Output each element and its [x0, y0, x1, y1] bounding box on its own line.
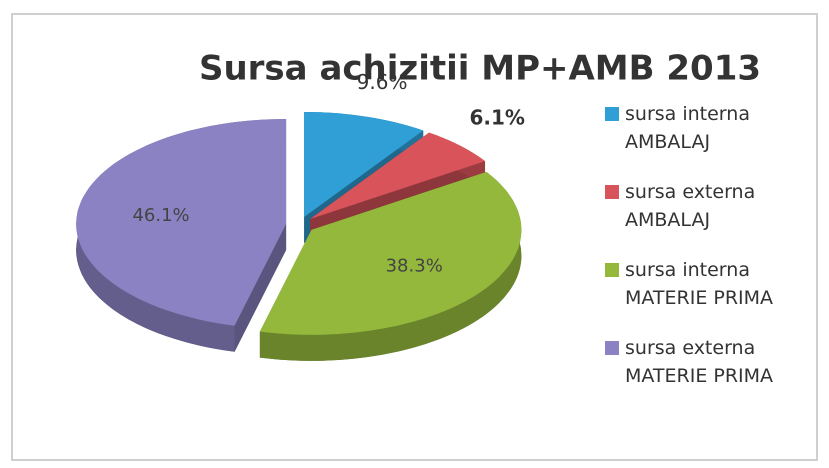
- chart-title: Sursa achizitii MP+AMB 2013: [199, 49, 761, 89]
- legend-swatch: [605, 263, 619, 277]
- data-label: 9.6%: [357, 70, 408, 94]
- slice: [76, 118, 287, 326]
- slice: [309, 132, 486, 220]
- legend-swatch: [605, 341, 619, 355]
- legend-swatch: [605, 185, 619, 199]
- legend-item: sursa externa AMBALAJ: [605, 178, 805, 234]
- chart-frame: [11, 13, 818, 461]
- legend-item: sursa interna AMBALAJ: [605, 100, 805, 156]
- legend-item: sursa interna MATERIE PRIMA: [605, 256, 805, 312]
- slice-group: [76, 118, 287, 352]
- legend-label: sursa interna AMBALAJ: [625, 103, 750, 153]
- slice: [304, 111, 424, 217]
- legend-swatch: [605, 107, 619, 121]
- data-label: 46.1%: [132, 205, 189, 226]
- slice-group: [259, 171, 522, 361]
- slice-edge: [234, 223, 287, 352]
- data-label: 6.1%: [469, 106, 524, 130]
- slice-side: [259, 171, 522, 361]
- data-label: 38.3%: [386, 255, 443, 276]
- legend-item: sursa externa MATERIE PRIMA: [605, 334, 805, 390]
- slice: [259, 171, 522, 335]
- legend-label: sursa externa MATERIE PRIMA: [625, 337, 774, 387]
- legend-label: sursa interna MATERIE PRIMA: [625, 259, 774, 309]
- legend-label: sursa externa AMBALAJ: [625, 181, 756, 231]
